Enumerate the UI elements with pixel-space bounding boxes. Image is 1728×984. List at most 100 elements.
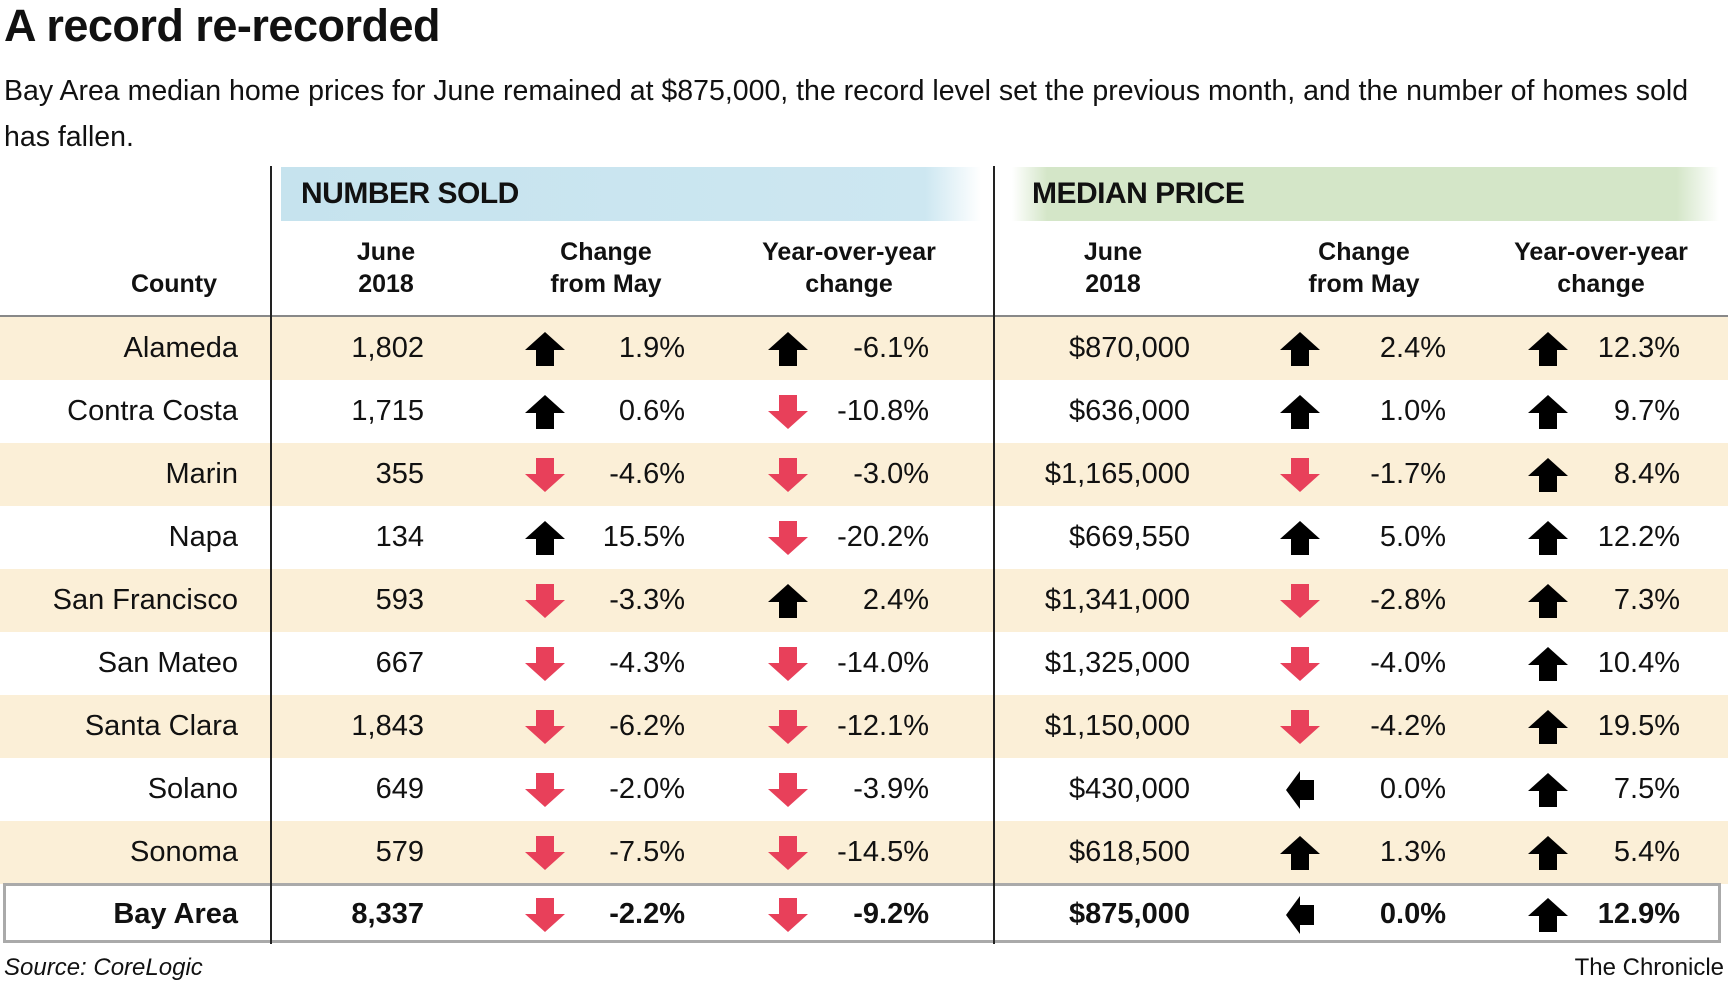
cell-county: Santa Clara [84, 710, 238, 742]
cell-county: Sonoma [129, 836, 238, 868]
cell-price: $1,165,000 [1044, 458, 1190, 490]
arrow-down-icon [525, 647, 565, 681]
cell-sold-yoy: -20.2% [837, 521, 929, 553]
cell-county: Contra Costa [67, 395, 238, 427]
cell-sold-yoy: -6.1% [853, 332, 929, 364]
cell-price-mom: 0.0% [1379, 773, 1446, 805]
arrow-up-icon [1280, 836, 1320, 870]
cell-sold-yoy: -12.1% [837, 710, 929, 742]
arrow-up-icon [525, 395, 565, 429]
arrow-up-icon [1528, 332, 1568, 366]
cell-price: $430,000 [1069, 773, 1190, 805]
cell-sold: 579 [375, 836, 424, 868]
cell-price-mom: -4.2% [1370, 710, 1446, 742]
cell-price-yoy: 7.3% [1613, 584, 1680, 616]
cell-price: $636,000 [1069, 395, 1190, 427]
cell-sold-yoy: -14.0% [837, 647, 929, 679]
title: A record re-recorded [4, 0, 440, 51]
arrow-down-icon [1280, 584, 1320, 618]
arrow-down-icon [768, 836, 808, 870]
arrow-down-icon [525, 458, 565, 492]
cell-price-yoy: 5.4% [1613, 836, 1680, 868]
arrow-down-icon [768, 773, 808, 807]
cell-county: Bay Area [113, 898, 238, 930]
arrow-down-icon [525, 836, 565, 870]
credit: The Chronicle [1574, 954, 1724, 981]
cell-sold: 1,802 [351, 332, 424, 364]
cell-sold-yoy: -3.9% [853, 773, 929, 805]
arrow-up-icon [1528, 584, 1568, 618]
arrow-up-icon [1280, 332, 1320, 366]
cell-price-yoy: 12.2% [1597, 521, 1680, 553]
arrow-up-icon [1528, 521, 1568, 555]
arrow-left-icon [1286, 771, 1314, 809]
col-sold-yoy: Year-over-year change [762, 238, 936, 298]
cell-price-yoy: 8.4% [1613, 458, 1680, 490]
arrow-down-icon [1280, 458, 1320, 492]
table-row: Solano 649 -2.0% -3.9% $430,000 0.0% 7.5% [0, 758, 1728, 821]
arrow-up-icon [1528, 395, 1568, 429]
arrow-down-icon [525, 773, 565, 807]
col-price-change: Change from May [1308, 238, 1420, 298]
total-row: Bay Area 8,337 -2.2% -9.2% $875,000 0.0% 12.9% [3, 883, 1721, 943]
cell-county: San Francisco [52, 584, 238, 616]
cell-sold: 593 [375, 584, 424, 616]
arrow-up-icon [768, 584, 808, 618]
col-sold-change: Change from May [550, 238, 662, 298]
cell-price-mom: -2.8% [1370, 584, 1446, 616]
arrow-down-icon [525, 898, 565, 932]
arrow-up-icon [1528, 898, 1568, 932]
table-row: San Francisco 593 -3.3% 2.4% $1,341,000 -2.8%… [0, 569, 1728, 632]
cell-price-yoy: 7.5% [1613, 773, 1680, 805]
cell-sold-mom: -4.3% [609, 647, 685, 679]
cell-price-mom: 0.0% [1379, 898, 1446, 930]
cell-sold-mom: 1.9% [618, 332, 685, 364]
divider-groups [993, 166, 995, 944]
cell-sold: 1,715 [351, 395, 424, 427]
table-row: Santa Clara 1,843 -6.2% -12.1% $1,150,000 -4.… [0, 695, 1728, 758]
arrow-up-icon [768, 332, 808, 366]
cell-price-yoy: 10.4% [1597, 647, 1680, 679]
cell-sold-mom: 15.5% [602, 521, 685, 553]
cell-price: $618,500 [1069, 836, 1190, 868]
cell-county: Napa [168, 521, 238, 553]
cell-sold: 134 [375, 521, 424, 553]
arrow-down-icon [768, 395, 808, 429]
col-sold-june: June 2018 [356, 238, 416, 298]
table-row: Sonoma 579 -7.5% -14.5% $618,500 1.3% 5.4% [0, 821, 1728, 884]
cell-price-mom: -4.0% [1370, 647, 1446, 679]
cell-price-yoy: 12.9% [1597, 898, 1680, 930]
cell-sold-yoy: -10.8% [837, 395, 929, 427]
cell-sold-yoy: -14.5% [837, 836, 929, 868]
arrow-up-icon [1280, 521, 1320, 555]
cell-sold-mom: -2.2% [609, 898, 685, 930]
arrow-down-icon [525, 584, 565, 618]
cell-sold-yoy: -9.2% [853, 898, 929, 930]
cell-sold-yoy: 2.4% [862, 584, 929, 616]
divider-county [270, 166, 272, 944]
cell-sold: 667 [375, 647, 424, 679]
cell-price-mom: 1.0% [1379, 395, 1446, 427]
arrow-down-icon [525, 710, 565, 744]
number-sold-header: NUMBER SOLD [281, 167, 981, 221]
cell-sold-mom: -4.6% [609, 458, 685, 490]
arrow-down-icon [768, 521, 808, 555]
table-row: Napa 134 15.5% -20.2% $669,550 5.0% 12.2% [0, 506, 1728, 569]
cell-price-mom: 5.0% [1379, 521, 1446, 553]
cell-county: Solano [147, 773, 238, 805]
arrow-up-icon [1528, 773, 1568, 807]
cell-price: $870,000 [1069, 332, 1190, 364]
cell-price: $1,150,000 [1044, 710, 1190, 742]
arrow-left-icon [1286, 896, 1314, 934]
median-price-label: MEDIAN PRICE [1032, 177, 1245, 210]
cell-sold: 8,337 [351, 898, 424, 930]
cell-price: $1,341,000 [1044, 584, 1190, 616]
arrow-up-icon [1528, 836, 1568, 870]
cell-sold: 1,843 [351, 710, 424, 742]
arrow-down-icon [1280, 647, 1320, 681]
col-price-june: June 2018 [1083, 238, 1143, 298]
header-divider [0, 315, 1728, 317]
cell-county: Marin [165, 458, 238, 490]
cell-sold: 355 [375, 458, 424, 490]
cell-price: $875,000 [1069, 898, 1190, 930]
